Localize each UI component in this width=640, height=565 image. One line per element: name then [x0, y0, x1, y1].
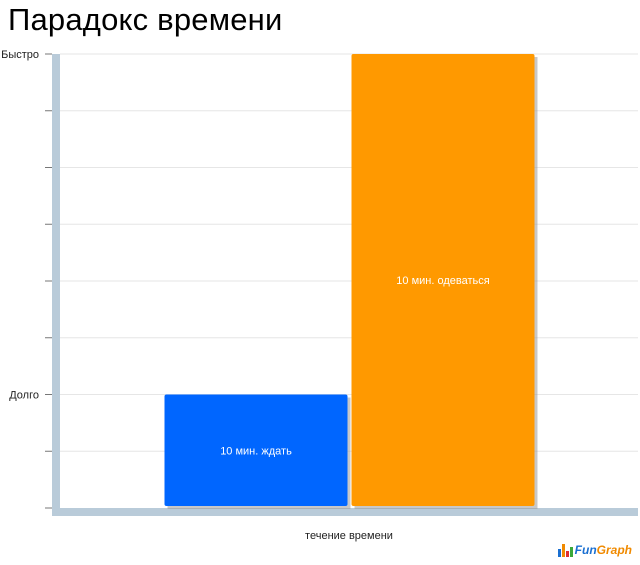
y-axis — [52, 54, 60, 516]
logo-bars-icon — [557, 543, 573, 557]
bar-label-1: 10 мин. ждать — [220, 445, 292, 457]
logo-text: FunGraph — [574, 543, 632, 557]
x-axis-label: течение времени — [305, 530, 393, 542]
y-tick-label-1: Долго — [9, 390, 39, 402]
fungraph-logo: FunGraph — [557, 543, 632, 557]
y-tick-label-2: Быстро — [1, 49, 39, 61]
chart-title: Парадокс времени — [8, 2, 283, 37]
bar-label-2: 10 мин. одеваться — [396, 275, 489, 287]
x-axis — [52, 508, 638, 516]
bar-1 — [164, 394, 348, 506]
bar-2 — [351, 54, 535, 506]
